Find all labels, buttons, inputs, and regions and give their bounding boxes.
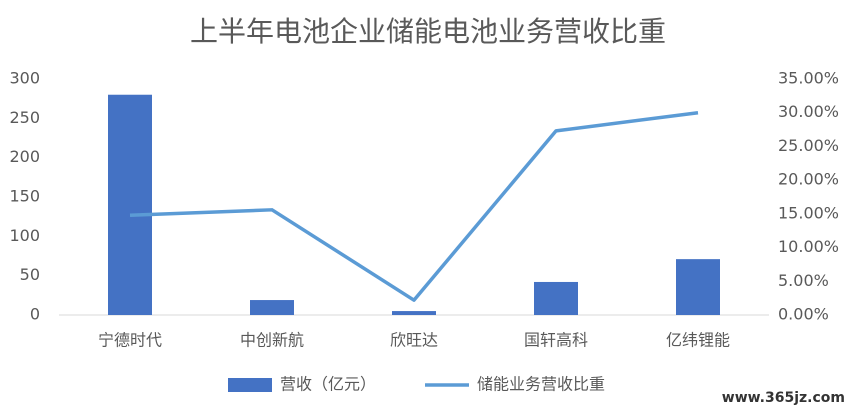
line	[129, 110, 699, 302]
x-tick-label: 欣旺达	[390, 331, 438, 350]
y2-tick-label: 10.00%	[778, 237, 839, 256]
bar	[250, 300, 294, 315]
x-tick-label: 亿纬锂能	[666, 331, 730, 350]
bar	[534, 281, 578, 315]
legend-label: 储能业务营收比重	[477, 375, 605, 394]
y2-tick-label: 5.00%	[778, 271, 829, 290]
y2-tick-label: 35.00%	[778, 69, 839, 88]
legend-swatch	[228, 378, 272, 392]
x-tick-label: 国轩高科	[524, 331, 588, 350]
watermark: www.365jz.com	[722, 390, 845, 406]
y-tick-label: 150	[9, 187, 40, 206]
y-tick-label: 0	[30, 305, 40, 324]
legend-label: 营收（亿元）	[280, 375, 376, 394]
y-tick-label: 100	[9, 226, 40, 245]
y-tick-label: 200	[9, 147, 40, 166]
y2-tick-label: 25.00%	[778, 136, 839, 155]
bar	[676, 259, 720, 315]
bar	[392, 311, 436, 315]
y-tick-label: 300	[9, 69, 40, 88]
y2-tick-label: 30.00%	[778, 102, 839, 121]
x-tick-label: 宁德时代	[98, 331, 162, 350]
y2-tick-label: 20.00%	[778, 170, 839, 189]
y-tick-label: 250	[9, 108, 40, 127]
bar	[108, 94, 152, 315]
x-tick-label: 中创新航	[240, 331, 304, 350]
y2-tick-label: 0.00%	[778, 305, 829, 324]
y-tick-label: 50	[20, 265, 40, 284]
y2-tick-label: 15.00%	[778, 203, 839, 222]
chart-title: 上半年电池企业储能电池业务营收比重	[190, 15, 666, 48]
